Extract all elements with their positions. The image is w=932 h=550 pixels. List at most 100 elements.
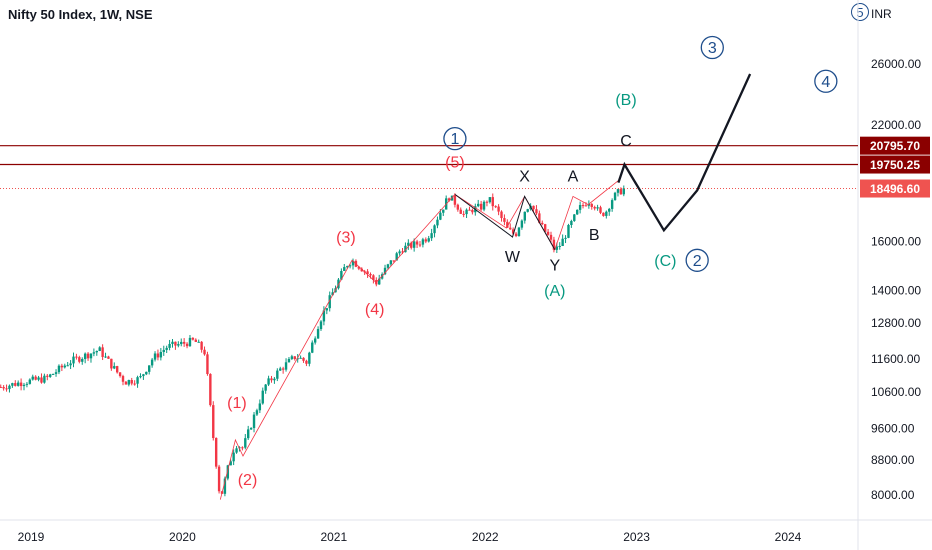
candle-body	[127, 380, 131, 385]
candle-body	[34, 376, 37, 380]
wave-label: Y	[550, 258, 561, 275]
y-tick-label: 8000.00	[871, 488, 915, 502]
candle-body	[191, 337, 195, 340]
candle-body	[573, 214, 576, 221]
candle-body	[477, 203, 480, 207]
candle-body	[506, 221, 509, 228]
y-tick-label: 26000.00	[871, 57, 921, 71]
candle-body	[279, 368, 282, 371]
candle-body	[28, 379, 32, 384]
candle-body	[188, 337, 192, 347]
candle-body	[299, 357, 302, 359]
candle-body	[43, 375, 46, 383]
wave-count-line[interactable]	[219, 180, 619, 500]
candle-body	[104, 356, 107, 358]
chart-title: Nifty 50 Index, 1W, NSE	[8, 7, 153, 22]
y-tick-label: 8800.00	[871, 453, 915, 467]
candle-body	[107, 356, 110, 359]
candle-body	[593, 206, 596, 209]
candle-body	[509, 227, 512, 230]
candle-body	[287, 358, 291, 363]
candle-body	[165, 347, 168, 350]
candle-body	[69, 363, 72, 366]
wave-label: (B)	[615, 92, 636, 109]
candle-body	[517, 227, 521, 237]
candle-body	[439, 212, 442, 220]
candle-body	[182, 341, 186, 344]
wave-label: (3)	[336, 229, 356, 246]
candle-body	[16, 382, 20, 386]
candle-body	[290, 356, 294, 359]
candle-body	[421, 239, 425, 245]
candle-body	[616, 189, 620, 193]
wave-label: 1	[450, 131, 459, 148]
candle-body	[552, 239, 556, 250]
candle-body	[357, 266, 361, 269]
candle-body	[177, 344, 180, 346]
candle-body	[171, 341, 174, 344]
candle-body	[340, 271, 343, 280]
candle-body	[468, 209, 471, 211]
candle-body	[267, 378, 270, 385]
wave-label: (1)	[227, 395, 247, 412]
candle-body	[296, 358, 299, 360]
candle-body	[139, 376, 142, 378]
candle-body	[622, 188, 625, 195]
candle-body	[360, 268, 363, 272]
candle-body	[372, 275, 375, 280]
candle-body	[8, 385, 11, 390]
candle-body	[11, 383, 14, 386]
wave-label: A	[568, 168, 579, 185]
candle-body	[150, 359, 154, 366]
y-tick-label: 10600.00	[871, 385, 921, 399]
candle-body	[223, 478, 227, 494]
x-tick-label: 2024	[775, 530, 802, 544]
candle-body	[46, 375, 49, 377]
candle-body	[136, 377, 139, 384]
candle-body	[5, 388, 8, 390]
candle-body	[197, 341, 200, 343]
candle-body	[485, 201, 489, 203]
candle-body	[101, 347, 104, 357]
candle-body	[276, 370, 279, 379]
candle-body	[203, 349, 206, 355]
candle-body	[613, 192, 617, 201]
candle-body	[229, 461, 232, 466]
candle-body	[145, 371, 148, 375]
candle-body	[113, 366, 116, 369]
candle-body	[602, 212, 605, 216]
wave-label: 4	[821, 74, 830, 91]
candle-body	[281, 368, 285, 370]
candle-body	[610, 200, 614, 209]
y-tick-label: 9600.00	[871, 421, 915, 435]
candle-body	[194, 339, 197, 342]
candle-body	[415, 241, 419, 245]
wave-label: (C)	[654, 253, 676, 270]
candle-body	[130, 380, 133, 384]
candle-body	[200, 341, 203, 350]
candle-body	[564, 237, 567, 239]
candle-body	[60, 365, 64, 368]
candle-body	[325, 308, 329, 311]
candle-body	[500, 211, 503, 219]
candle-body	[214, 438, 218, 467]
x-tick-label: 2020	[169, 530, 196, 544]
wave-count-line[interactable]	[617, 73, 752, 233]
candle-body	[520, 220, 524, 228]
candle-body	[430, 233, 433, 239]
y-tick-label: 14000.00	[871, 283, 921, 297]
wave-label: (A)	[544, 283, 565, 300]
candle-body	[366, 271, 369, 274]
candle-body	[40, 377, 43, 383]
y-tick-label: 11600.00	[871, 352, 920, 366]
candle-body	[395, 253, 398, 261]
candle-body	[153, 353, 157, 360]
candle-body	[66, 365, 69, 367]
candle-body	[156, 353, 160, 358]
wave-count-line[interactable]	[454, 193, 556, 250]
candle-body	[555, 246, 559, 250]
wave-label: C	[620, 133, 632, 150]
candle-body	[567, 224, 570, 238]
candle-body	[549, 234, 553, 240]
